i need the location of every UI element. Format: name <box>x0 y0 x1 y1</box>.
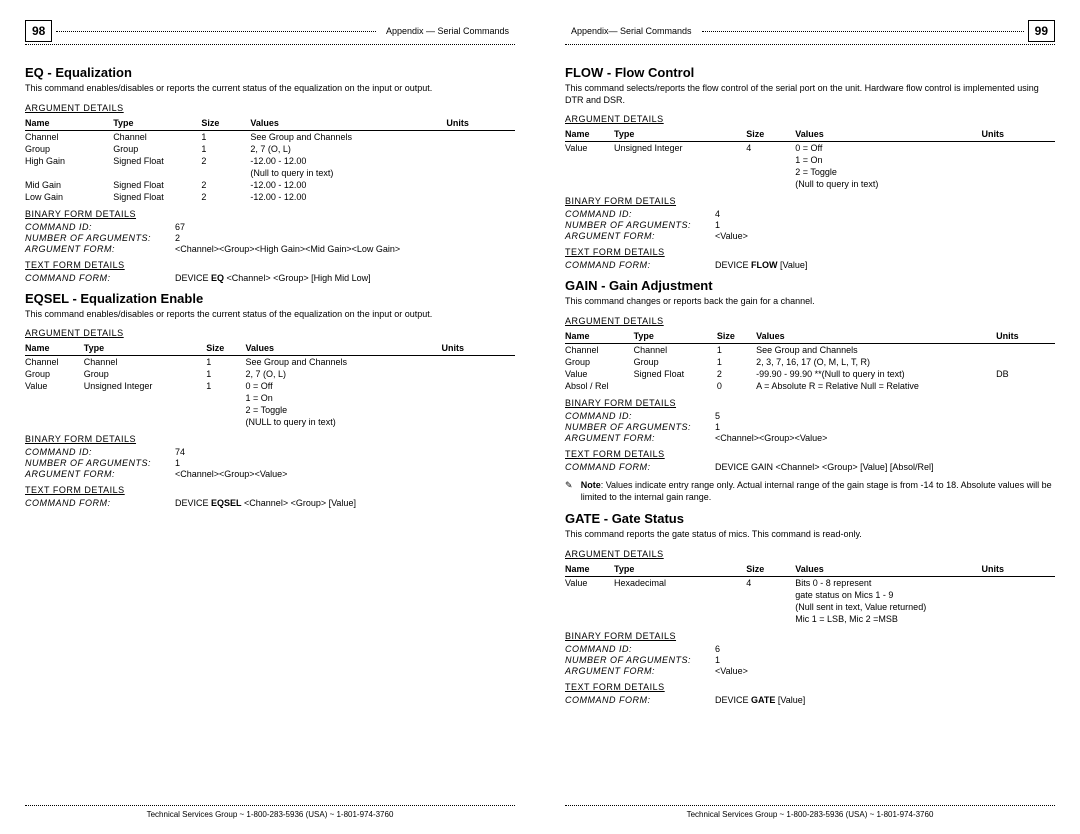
table-row: ValueSigned Float2-99.90 - 99.90 **(Null… <box>565 368 1055 380</box>
table-row: gate status on Mics 1 - 9 <box>565 589 1055 601</box>
note-icon: ✎ <box>565 480 581 503</box>
gate-cmd-form: DEVICE GATE [Value] <box>715 695 1055 705</box>
table-row: (Null to query in text) <box>565 178 1055 190</box>
table-row: 1 = On <box>25 392 515 404</box>
table-row: High GainSigned Float2-12.00 - 12.00 <box>25 155 515 167</box>
page-number-right: 99 <box>1028 20 1055 42</box>
gain-arg-table: Name Type Size Values Units ChannelChann… <box>565 329 1055 392</box>
gate-desc: This command reports the gate status of … <box>565 529 1055 541</box>
flow-arg-table: Name Type Size Values Units ValueUnsigne… <box>565 127 1055 190</box>
header-right: Appendix— Serial Commands 99 <box>565 20 1055 45</box>
table-row: ValueHexadecimal4Bits 0 - 8 represent <box>565 577 1055 590</box>
gain-cmd-form: DEVICE GAIN <Channel> <Group> [Value] [A… <box>715 462 1055 472</box>
table-row: ValueUnsigned Integer10 = Off <box>25 380 515 392</box>
page-left: 98 Appendix — Serial Commands EQ - Equal… <box>0 0 540 834</box>
header-left: 98 Appendix — Serial Commands <box>25 20 515 45</box>
footer-left: Technical Services Group ~ 1-800-283-593… <box>25 805 515 819</box>
eq-title: EQ - Equalization <box>25 65 515 80</box>
flow-cmd-form: DEVICE FLOW [Value] <box>715 260 1055 270</box>
table-row: Mid GainSigned Float2-12.00 - 12.00 <box>25 179 515 191</box>
eq-arg-table: Name Type Size Values Units ChannelChann… <box>25 116 515 203</box>
page-right: Appendix— Serial Commands 99 FLOW - Flow… <box>540 0 1080 834</box>
flow-title: FLOW - Flow Control <box>565 65 1055 80</box>
table-row: Low GainSigned Float2-12.00 - 12.00 <box>25 191 515 203</box>
table-row: GroupGroup12, 3, 7, 16, 17 (O, M, L, T, … <box>565 356 1055 368</box>
eq-desc: This command enables/disables or reports… <box>25 83 515 95</box>
table-row: 2 = Toggle <box>565 166 1055 178</box>
table-row: (Null sent in text, Value returned) <box>565 601 1055 613</box>
eq-cmd-form: DEVICE EQ <Channel> <Group> [High Mid Lo… <box>175 273 515 283</box>
table-row: ValueUnsigned Integer40 = Off <box>565 142 1055 155</box>
table-row: ChannelChannel1See Group and Channels <box>25 130 515 143</box>
gain-desc: This command changes or reports back the… <box>565 296 1055 308</box>
table-row: 2 = Toggle <box>25 404 515 416</box>
eqsel-desc: This command enables/disables or reports… <box>25 309 515 321</box>
gain-title: GAIN - Gain Adjustment <box>565 278 1055 293</box>
header-text-left: Appendix — Serial Commands <box>386 26 509 36</box>
header-text-right: Appendix— Serial Commands <box>571 26 692 36</box>
table-row: Mic 1 = LSB, Mic 2 =MSB <box>565 613 1055 625</box>
table-row: Absol / Rel0A = Absolute R = Relative Nu… <box>565 380 1055 392</box>
table-row: GroupGroup12, 7 (O, L) <box>25 143 515 155</box>
page-number-left: 98 <box>25 20 52 42</box>
footer-right: Technical Services Group ~ 1-800-283-593… <box>565 805 1055 819</box>
gain-note: ✎ Note: Values indicate entry range only… <box>565 480 1055 503</box>
table-row: GroupGroup12, 7 (O, L) <box>25 368 515 380</box>
gate-arg-table: Name Type Size Values Units ValueHexadec… <box>565 562 1055 625</box>
table-row: ChannelChannel1See Group and Channels <box>565 344 1055 357</box>
table-row: ChannelChannel1See Group and Channels <box>25 356 515 369</box>
eqsel-title: EQSEL - Equalization Enable <box>25 291 515 306</box>
table-row: 1 = On <box>565 154 1055 166</box>
table-row: (Null to query in text) <box>25 167 515 179</box>
eqsel-cmd-form: DEVICE EQSEL <Channel> <Group> [Value] <box>175 498 515 508</box>
table-row: (NULL to query in text) <box>25 416 515 428</box>
arg-details-heading: ARGUMENT DETAILS <box>25 103 515 113</box>
flow-desc: This command selects/reports the flow co… <box>565 83 1055 106</box>
eqsel-arg-table: Name Type Size Values Units ChannelChann… <box>25 341 515 428</box>
gate-title: GATE - Gate Status <box>565 511 1055 526</box>
